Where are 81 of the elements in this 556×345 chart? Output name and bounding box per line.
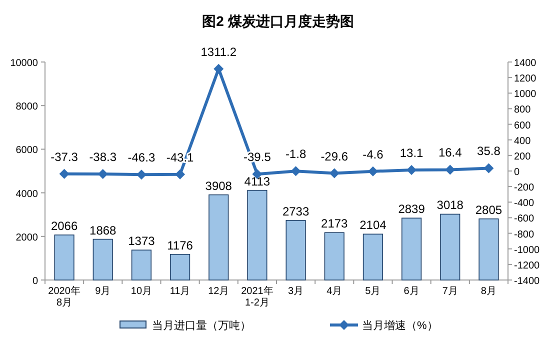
data-label: 3018: [436, 198, 464, 212]
bar: [170, 254, 190, 280]
point: [214, 64, 224, 74]
point: [368, 166, 378, 176]
x-tick-label: 9月: [95, 286, 111, 297]
y2-tick-label: 1400: [514, 58, 537, 69]
y2-tick-label: -400: [514, 198, 534, 210]
data-label: 1868: [90, 223, 117, 238]
data-label: 16.4: [438, 146, 462, 160]
data-label: 1311.2: [200, 44, 237, 59]
data-label: -37.3: [50, 150, 78, 164]
y-tick-label: 0: [32, 276, 38, 287]
y2-tick-label: 1000: [514, 89, 537, 100]
y2-tick-label: 200: [514, 151, 532, 162]
data-label: 1373: [128, 234, 156, 248]
bar: [247, 190, 268, 280]
y-tick-label: 2000: [16, 232, 38, 244]
y2-tick-label: 1200: [514, 74, 537, 85]
point: [406, 164, 417, 175]
y2-tick-label: -1200: [514, 260, 540, 272]
data-label: 4113: [244, 174, 270, 188]
y2-tick-label: 400: [514, 136, 532, 147]
x-tick-label: 10月: [130, 286, 152, 297]
bar: [286, 220, 306, 280]
data-label: 1176: [167, 238, 194, 252]
point: [329, 168, 340, 178]
bar: [478, 218, 499, 280]
data-label: 2066: [50, 218, 78, 233]
y2-tick-label: -1000: [514, 244, 540, 256]
x-tick-label: 4月: [326, 286, 342, 297]
bar: [324, 232, 344, 280]
point: [175, 169, 186, 180]
x-tick-label: 2021年 1-2月: [241, 285, 274, 308]
bar: [401, 218, 422, 280]
y2-tick-label: -1400: [514, 276, 540, 287]
point: [136, 170, 146, 180]
bar: [92, 238, 113, 280]
x-tick-label: 7月: [442, 286, 458, 297]
y2-tick-label: 0: [514, 167, 520, 178]
bar: [208, 194, 229, 280]
data-label: -46.3: [128, 150, 156, 165]
data-label: 35.8: [477, 144, 501, 158]
x-tick-label: 11月: [170, 286, 190, 297]
legend-label: 当月进口量（万吨）: [152, 319, 251, 332]
y-tick-label: 8000: [16, 102, 38, 113]
x-tick-label: 5月: [365, 286, 381, 297]
y2-tick-label: 600: [514, 120, 532, 132]
y-tick-label: 10000: [10, 58, 38, 69]
legend-label: 当月增速（%）: [362, 319, 438, 332]
x-tick-label: 12月: [208, 286, 230, 297]
bar: [54, 234, 74, 280]
y-tick-label: 4000: [16, 188, 38, 200]
data-label: 2173: [321, 216, 348, 231]
x-tick-label: 3月: [288, 286, 304, 297]
y2-tick-label: -200: [514, 182, 534, 194]
x-tick-label: 6月: [404, 286, 420, 297]
y-tick-label: 6000: [16, 145, 38, 156]
point: [484, 163, 494, 174]
bar: [440, 214, 460, 280]
chart-title: 图2 煤炭进口月度走势图: [202, 13, 354, 29]
data-label: 2733: [282, 204, 310, 218]
y2-tick-label: -800: [514, 229, 534, 240]
point: [98, 168, 108, 179]
data-label: 3908: [205, 178, 232, 193]
data-label: -29.6: [320, 149, 348, 164]
bar: [362, 234, 384, 280]
data-label: -1.8: [285, 147, 306, 162]
data-label: -38.3: [89, 150, 117, 164]
y2-tick-label: 800: [514, 104, 532, 116]
point: [290, 166, 301, 176]
data-label: 2839: [398, 202, 426, 216]
x-tick-label: 2020年 8月: [48, 285, 80, 308]
data-label: 13.1: [400, 146, 424, 160]
y2-tick-label: -600: [514, 214, 534, 225]
point: [445, 164, 456, 175]
point: [59, 168, 70, 179]
data-label: 2805: [475, 202, 502, 217]
x-tick-label: 8月: [480, 286, 496, 297]
data-label: 2104: [360, 218, 387, 232]
bar: [131, 250, 152, 280]
data-label: -4.6: [362, 147, 384, 162]
